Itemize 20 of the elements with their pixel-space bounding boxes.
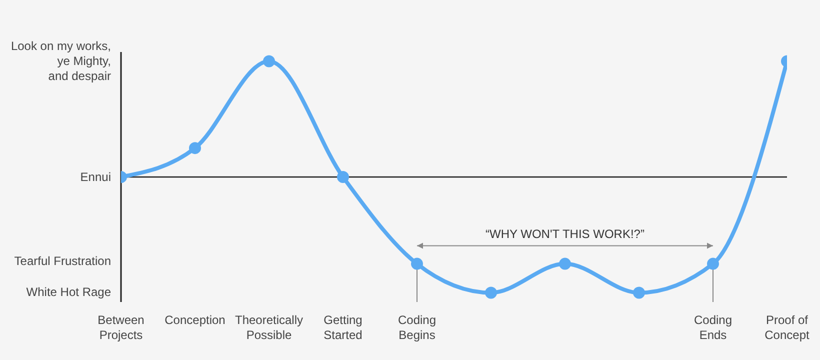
x-tick-label: Proof of Concept (764, 313, 810, 342)
text: White Hot Rage (26, 285, 112, 299)
text: Tearful Frustration (14, 254, 111, 268)
annotation: “WHY WON'T THIS WORK!?” (486, 226, 644, 241)
point (189, 142, 201, 154)
point (633, 286, 645, 299)
point (485, 286, 497, 299)
point (707, 258, 719, 270)
x-tick-label: Getting Started (324, 313, 362, 342)
x-tick-label: Coding Begins (398, 313, 436, 342)
point (559, 258, 571, 270)
x-tick-label: Theoretically Possible (234, 313, 304, 342)
x-tick-label: Coding Ends (694, 313, 732, 342)
point (337, 171, 349, 183)
point (263, 55, 275, 68)
x-tick-label: Conception (164, 313, 226, 327)
point (411, 258, 423, 270)
text: Ennui (80, 170, 111, 184)
x-tick-label: Between Projects (98, 313, 144, 342)
text: Look on my works, ye Mighty, and despair (10, 39, 111, 83)
